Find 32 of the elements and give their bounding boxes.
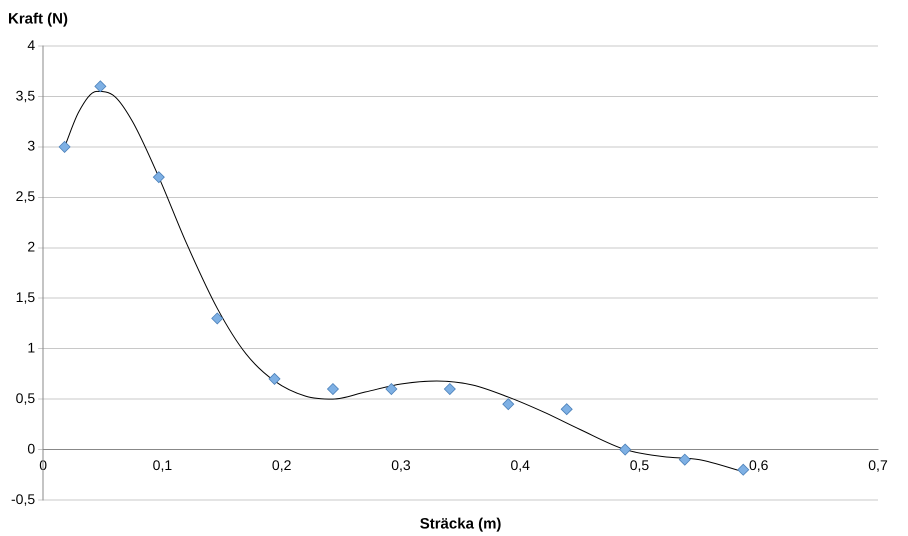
point xyxy=(58,140,70,153)
point xyxy=(327,383,339,395)
point xyxy=(737,464,750,476)
y-tick-label: 3,5 xyxy=(16,87,36,104)
point xyxy=(211,312,224,324)
point xyxy=(560,403,573,416)
x-tick-label: 0,2 xyxy=(272,456,292,473)
y-axis-title: Kraft (N) xyxy=(8,10,68,28)
y-tick-label: 2 xyxy=(27,238,36,255)
point xyxy=(444,383,456,395)
x-tick-label: 0,7 xyxy=(868,456,888,473)
x-tick-label: 0,4 xyxy=(510,456,530,473)
y-tick-label: 0 xyxy=(27,440,36,456)
x-tick-label: 0,1 xyxy=(152,456,172,473)
y-tick-label: -0,5 xyxy=(11,490,36,507)
y-tick-label: 2,5 xyxy=(16,188,36,204)
x-tick-label: 0,6 xyxy=(749,456,769,473)
y-tick-label: 3 xyxy=(27,138,36,154)
y-tick-label: 4 xyxy=(27,36,36,53)
point xyxy=(619,444,632,456)
point xyxy=(502,398,514,410)
point xyxy=(152,171,165,184)
point xyxy=(385,383,398,395)
x-axis-title: Sträcka (m) xyxy=(420,516,502,533)
point xyxy=(678,454,691,466)
x-tick-label: 0,3 xyxy=(391,456,411,473)
x-tick-label: 0,5 xyxy=(630,456,650,473)
y-tick-label: 0,5 xyxy=(16,390,36,406)
point xyxy=(268,373,280,385)
y-tick-label: 1 xyxy=(27,340,36,356)
point xyxy=(94,80,106,92)
y-tick-label: 1,5 xyxy=(16,289,36,306)
